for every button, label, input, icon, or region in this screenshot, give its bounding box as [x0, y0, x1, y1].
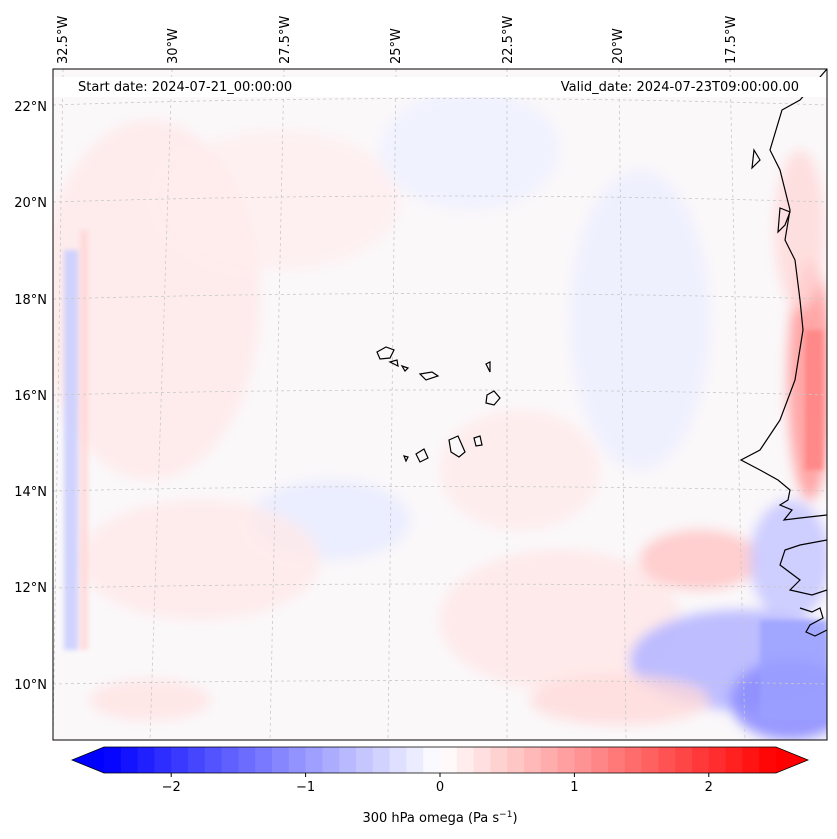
- colorbar-extend-low: [72, 747, 104, 773]
- colorbar-segment: [154, 747, 172, 773]
- colorbar: −2 −1 0 1 2: [70, 746, 810, 795]
- lat-label-12n: 12°N: [14, 581, 47, 596]
- lat-label-14n: 14°N: [14, 485, 47, 500]
- start-date-label: Start date: 2024-07-21_00:00:00: [78, 80, 292, 95]
- colorbar-segment: [574, 747, 592, 773]
- colorbar-segment: [708, 747, 727, 773]
- colorbar-segment: [507, 747, 525, 773]
- colorbar-segment: [423, 747, 441, 773]
- lon-label-32-5w: 32.5°W: [56, 16, 71, 64]
- colorbar-segment: [204, 747, 223, 773]
- colorbar-segment: [288, 747, 307, 773]
- colorbar-segment: [389, 747, 407, 773]
- colorbar-segment: [339, 747, 357, 773]
- colorbar-segment: [137, 747, 155, 773]
- colorbar-segment: [104, 747, 122, 773]
- colorbar-segment: [238, 747, 256, 773]
- boundary-strip-west: [64, 250, 78, 650]
- colorbar-segment: [255, 747, 273, 773]
- colorbar-segment: [473, 747, 491, 773]
- lon-labels: 32.5°W 30°W 27.5°W 25°W 22.5°W 20°W 17.5…: [56, 16, 739, 64]
- colorbar-segment: [272, 747, 290, 773]
- annotation-band: [53, 77, 827, 97]
- lat-labels: 22°N 20°N 18°N 16°N 14°N 12°N 10°N: [14, 100, 47, 693]
- colorbar-segment: [725, 747, 743, 773]
- valid-date-label: Valid_date: 2024-07-23T09:00:00.00: [561, 80, 799, 95]
- colorbar-segment: [759, 747, 777, 773]
- colorbar-segment: [456, 747, 475, 773]
- colorbar-segment: [692, 747, 710, 773]
- lon-label-22-5w: 22.5°W: [501, 16, 516, 64]
- lon-label-17-5w: 17.5°W: [724, 16, 739, 64]
- lat-label-20n: 20°N: [14, 196, 47, 211]
- colorbar-tick-label: −1: [296, 780, 315, 795]
- lon-label-20w: 20°W: [611, 28, 626, 64]
- lat-label-22n: 22°N: [14, 100, 47, 115]
- colorbar-segment: [658, 747, 676, 773]
- africa-coastline: [739, 69, 827, 521]
- colorbar-segment: [221, 747, 239, 773]
- colorbar-segment: [188, 747, 206, 773]
- colorbar-segment: [490, 747, 508, 773]
- colorbar-segment: [120, 747, 139, 773]
- colorbar-segment: [540, 747, 559, 773]
- colorbar-segment: [742, 747, 760, 773]
- lat-label-16n: 16°N: [14, 389, 47, 404]
- colorbar-segment: [356, 747, 374, 773]
- colorbar-tick-label: 1: [570, 780, 578, 795]
- coastlines: [739, 69, 827, 637]
- map-border: [52, 68, 828, 741]
- lon-label-25w: 25°W: [389, 28, 404, 64]
- map-panel: [53, 69, 827, 740]
- lon-label-27-5w: 27.5°W: [278, 16, 293, 64]
- colorbar-title: 300 hPa omega (Pa s−1): [362, 810, 517, 826]
- colorbar-segment: [440, 747, 458, 773]
- colorbar-segment: [171, 747, 189, 773]
- lon-label-30w: 30°W: [166, 28, 181, 64]
- colorbar-segment: [524, 747, 542, 773]
- colorbar-segment: [372, 747, 391, 773]
- colorbar-tick-label: −2: [162, 780, 181, 795]
- colorbar-outline: [70, 746, 810, 774]
- lat-label-10n: 10°N: [14, 678, 47, 693]
- colorbar-segment: [624, 747, 643, 773]
- colorbar-segment: [675, 747, 693, 773]
- cabo-verde-islands: [376, 346, 501, 463]
- colorbar-tick-label: 2: [705, 780, 713, 795]
- colorbar-segment: [591, 747, 609, 773]
- colorbar-segment: [641, 747, 659, 773]
- lat-label-18n: 18°N: [14, 293, 47, 308]
- colorbar-segment: [406, 747, 424, 773]
- colorbar-segment: [557, 747, 575, 773]
- colorbar-segment: [322, 747, 340, 773]
- colorbar-tick-label: 0: [436, 780, 444, 795]
- colorbar-segment: [608, 747, 626, 773]
- graticule: [53, 69, 827, 740]
- colorbar-extend-high: [776, 747, 808, 773]
- colorbar-segment: [305, 747, 323, 773]
